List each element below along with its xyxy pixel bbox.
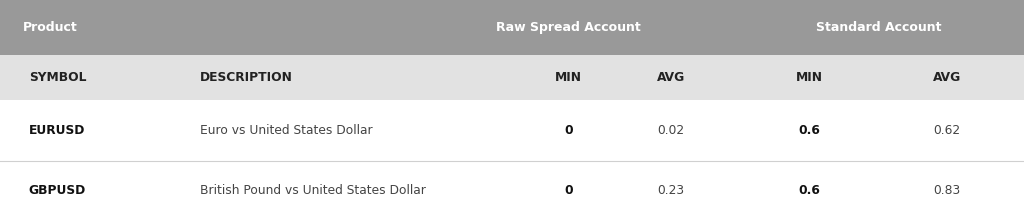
Text: 0.6: 0.6	[798, 124, 820, 137]
Text: 0: 0	[564, 124, 572, 137]
Text: GBPUSD: GBPUSD	[29, 185, 86, 198]
Text: British Pound vs United States Dollar: British Pound vs United States Dollar	[200, 185, 426, 198]
Text: Euro vs United States Dollar: Euro vs United States Dollar	[200, 124, 373, 137]
Bar	[0, 0, 1024, 55]
Text: 0: 0	[564, 185, 572, 198]
Text: 0.83: 0.83	[934, 185, 961, 198]
Text: Product: Product	[23, 21, 77, 34]
Text: Standard Account: Standard Account	[816, 21, 941, 34]
Text: SYMBOL: SYMBOL	[29, 71, 86, 84]
Text: DESCRIPTION: DESCRIPTION	[200, 71, 293, 84]
Text: MIN: MIN	[796, 71, 822, 84]
Bar	[0, 161, 1024, 221]
Text: 0.02: 0.02	[657, 124, 684, 137]
Text: 0.23: 0.23	[657, 185, 684, 198]
Text: Raw Spread Account: Raw Spread Account	[496, 21, 641, 34]
Text: AVG: AVG	[656, 71, 685, 84]
Text: EURUSD: EURUSD	[29, 124, 85, 137]
Text: MIN: MIN	[555, 71, 582, 84]
Bar	[0, 100, 1024, 161]
Bar	[0, 55, 1024, 100]
Text: 0.62: 0.62	[934, 124, 961, 137]
Text: AVG: AVG	[933, 71, 962, 84]
Text: 0.6: 0.6	[798, 185, 820, 198]
